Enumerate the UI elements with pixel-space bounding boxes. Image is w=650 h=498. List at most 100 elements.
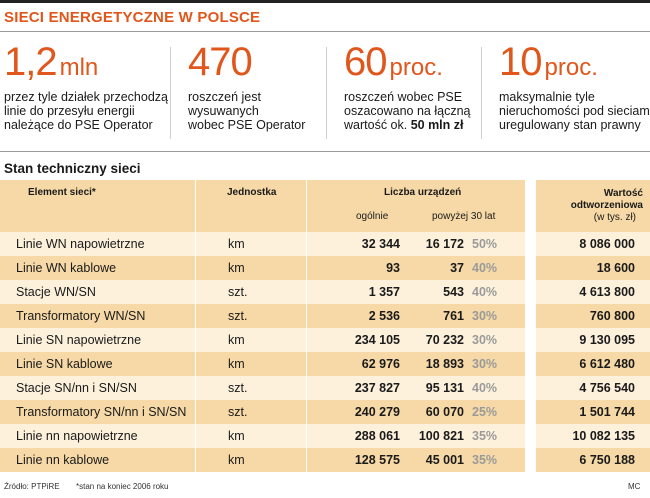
cell-over30: 45 001 [425,453,464,467]
cell-total: 2 536 [368,309,400,323]
stat-1: 1,2 mln przez tyle działek przechodzą lin… [4,42,168,132]
cell-element: Transformatory SN/nn i SN/SN [16,405,187,419]
stat-1-desc: przez tyle działek przechodzą linie do p… [4,90,168,132]
cell-unit: km [228,237,245,251]
stat-4-desc: maksymalnie tyle nieruchomości pod sieci… [499,90,650,132]
cell-element: Linie WN kablowe [16,261,117,275]
cell-over30: 37 [450,261,464,275]
cell-total: 128 575 [354,453,400,467]
cell-unit: km [228,333,245,347]
table-title: Stan techniczny sieci [4,161,141,176]
row-background [0,448,525,472]
stat-3-line: roszczeń wobec PSE [344,90,463,104]
cell-unit: km [228,429,245,443]
cell-unit: szt. [228,381,248,395]
stat-3: 60 proc. roszczeń wobec PSE oszacowano na… [344,42,470,132]
row-background [536,328,650,352]
cell-value: 4 756 540 [579,381,635,395]
stat-2-line: wobec PSE Operator [188,118,306,132]
footer-note: *stan na koniec 2006 roku [76,482,169,491]
cell-total: 62 976 [361,357,400,371]
cell-total: 234 105 [354,333,400,347]
stat-divider [481,47,482,139]
stat-2-line: wysuwanych [188,104,259,118]
table-row: Linie WN kablowe km 93 37 40% 18 600 [0,256,650,280]
cell-value: 10 082 135 [572,429,635,443]
row-background [0,280,525,304]
cell-element: Linie SN kablowe [16,357,113,371]
stat-1-unit: mln [59,54,99,81]
cell-total: 240 279 [354,405,400,419]
cell-over30: 95 131 [425,381,464,395]
row-background [536,232,650,256]
table-row: Linie SN napowietrzne km 234 105 70 232 30% 9… [0,328,650,352]
table-row: Stacje SN/nn i SN/SN szt. 237 827 95 131 40%… [0,376,650,400]
cell-over30: 543 [443,285,464,299]
stat-4-value: 10 [499,40,542,84]
stat-3-unit: proc. [389,54,443,81]
cell-percent: 30% [472,333,498,347]
row-background [0,424,525,448]
row-background [0,328,525,352]
header-value-l2: odtworzeniowa [570,200,643,211]
stat-3-line: oszacowano na łączną [344,104,471,118]
stat-1-line: należące do PSE Operator [4,118,153,132]
table-row: Transformatory WN/SN szt. 2 536 761 30% 760 8… [0,304,650,328]
column-separator [195,180,196,472]
table-row: Stacje WN/SN szt. 1 357 543 40% 4 613 800 [0,280,650,304]
stat-1-line: linie do przesyłu energii [4,104,135,118]
column-separator [306,180,307,472]
cell-element: Linie SN napowietrzne [16,333,142,347]
cell-unit: szt. [228,405,248,419]
stat-2: 470 roszczeń jest wysuwanych wobec PSE O… [188,42,305,132]
cell-over30: 18 893 [425,357,464,371]
table-row: Linie nn kablowe km 128 575 45 001 35% 6 750 … [0,448,650,472]
stat-2-line: roszczeń jest [188,90,261,104]
cell-percent: 50% [472,237,498,251]
cell-value: 8 086 000 [579,237,635,251]
cell-unit: szt. [228,309,248,323]
stat-4-unit: proc. [544,54,598,81]
title-rule [0,31,650,32]
header-element: Element sieci* [28,187,96,198]
cell-over30: 60 070 [425,405,464,419]
cell-element: Linie nn kablowe [16,453,110,467]
stat-4: 10 proc. maksymalnie tyle nieruchomości p… [499,42,650,132]
stat-3-line-text: wartość ok. [344,118,411,132]
cell-percent: 30% [472,309,498,323]
cell-percent: 30% [472,357,498,371]
cell-total: 288 061 [354,429,400,443]
cell-percent: 35% [472,429,498,443]
cell-element: Transformatory WN/SN [16,309,146,323]
row-background [536,304,650,328]
top-bar [0,0,650,3]
stat-4-line: uregulowany stan prawny [499,118,641,132]
cell-total: 237 827 [354,381,400,395]
row-background [536,256,650,280]
cell-percent: 40% [472,381,498,395]
table-row: Linie SN kablowe km 62 976 18 893 30% 6 612 4… [0,352,650,376]
row-background [536,280,650,304]
header-value-l1: Wartość [603,188,643,199]
cell-value: 6 750 188 [579,453,635,467]
stat-3-line: wartość ok. 50 mln zł [344,118,470,132]
cell-element: Stacje WN/SN [16,285,96,299]
cell-over30: 70 232 [425,333,464,347]
stat-2-desc: roszczeń jest wysuwanych wobec PSE Opera… [188,90,305,132]
cell-over30: 100 821 [418,429,464,443]
cell-over30: 16 172 [425,237,464,251]
cell-value: 6 612 480 [579,357,635,371]
header-over30: powyżej 30 lat [432,211,496,222]
cell-value: 1 501 744 [579,405,635,419]
cell-total: 1 357 [368,285,400,299]
stat-3-desc: roszczeń wobec PSE oszacowano na łączną … [344,90,470,132]
cell-over30: 761 [443,309,464,323]
table-row: Linie WN napowietrzne km 32 344 16 172 50% 8 … [0,232,650,256]
row-background [0,352,525,376]
cell-element: Stacje SN/nn i SN/SN [16,381,137,395]
table-header-bg-value [536,180,650,232]
cell-value: 9 130 095 [579,333,635,347]
row-background [536,376,650,400]
row-background [536,448,650,472]
stat-1-line: przez tyle działek przechodzą [4,90,168,104]
